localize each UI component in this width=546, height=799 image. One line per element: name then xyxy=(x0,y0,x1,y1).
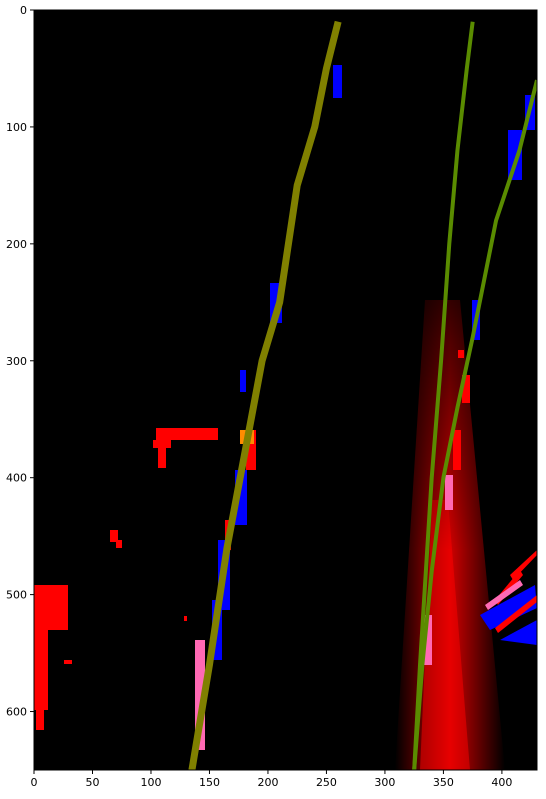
x-tick-label: 200 xyxy=(257,776,278,789)
lane-fits xyxy=(188,20,537,770)
right-lane-fit-line xyxy=(412,21,475,770)
x-tick-label: 300 xyxy=(374,776,395,789)
y-tick-label: 600 xyxy=(6,706,27,719)
right-side-clusters xyxy=(480,550,537,645)
axes-frame xyxy=(33,9,538,771)
x-axis: 0 50 100 150 200 250 300 350 400 xyxy=(31,770,512,789)
left-lane-fit-line xyxy=(188,20,342,770)
y-tick-label: 500 xyxy=(6,589,27,602)
x-tick-label: 350 xyxy=(433,776,454,789)
left-edge-red-noise xyxy=(34,428,220,730)
x-tick-label: 400 xyxy=(491,776,512,789)
x-tick-label: 0 xyxy=(31,776,38,789)
y-tick-label: 200 xyxy=(6,238,27,251)
x-tick-label: 50 xyxy=(85,776,99,789)
y-axis: 0 100 200 300 400 500 600 xyxy=(6,4,34,719)
y-tick-label: 300 xyxy=(6,355,27,368)
y-tick-label: 0 xyxy=(20,4,27,17)
y-tick-label: 400 xyxy=(6,472,27,485)
y-tick-label: 100 xyxy=(6,121,27,134)
right-lane-outer-fit-line xyxy=(412,79,537,770)
x-tick-label: 250 xyxy=(316,776,337,789)
x-tick-label: 100 xyxy=(140,776,161,789)
x-tick-label: 150 xyxy=(199,776,220,789)
